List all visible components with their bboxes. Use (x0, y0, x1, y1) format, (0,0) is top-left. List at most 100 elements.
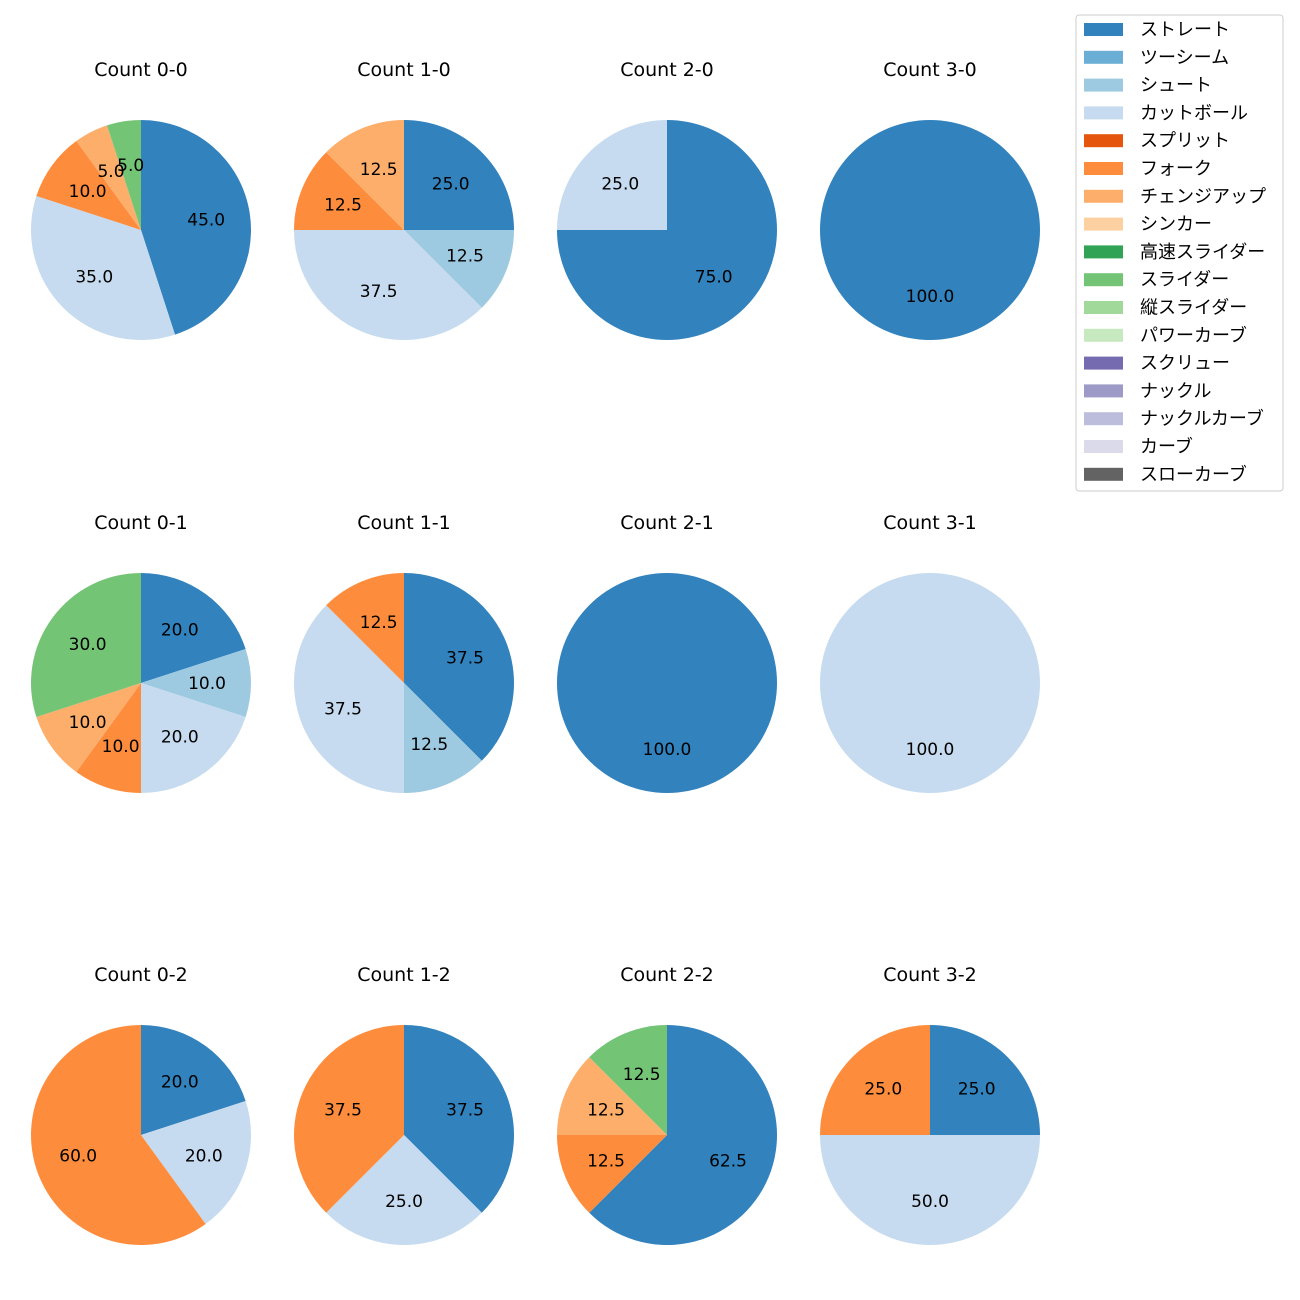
slice-value-label: 37.5 (446, 649, 484, 669)
slice-value-label: 12.5 (623, 1065, 661, 1085)
pie-slice (141, 683, 246, 793)
pie-10: Count 1-2 37.5 25.0 37.5 (294, 964, 514, 1245)
slice-value-label: 60.0 (59, 1146, 97, 1166)
pie-slice (557, 573, 777, 793)
pie-3: Count 2-0 75.0 25.0 (557, 59, 777, 340)
pie-9: Count 0-2 20.0 20.0 60.0 (31, 964, 252, 1245)
slice-value-label: 10.0 (69, 713, 107, 733)
slice-value-label: 10.0 (188, 674, 226, 694)
pie-slice (36, 141, 141, 230)
slice-value-label: 12.5 (587, 1151, 625, 1171)
legend: ストレートツーシームシュートカットボールスプリットフォークチェンジアップシンカー… (1075, 14, 1284, 492)
slice-value-label: 12.5 (587, 1101, 625, 1121)
pie-slice (404, 1025, 514, 1213)
legend-label: カットボール (1140, 103, 1248, 124)
legend-label: 縦スライダー (1140, 298, 1247, 319)
legend-label: パワーカーブ (1140, 324, 1247, 346)
pie-slice (141, 572, 246, 683)
pie-slice (294, 152, 404, 230)
slice-value-label: 12.5 (324, 196, 362, 216)
slice-value-label: 20.0 (161, 727, 199, 747)
pie-slice (294, 605, 404, 793)
slice-value-label: 20.0 (161, 621, 199, 641)
pie-slice (141, 1025, 246, 1135)
legend-label: カーブ (1140, 436, 1193, 458)
slice-value-label: 30.0 (69, 635, 107, 655)
legend-label: スプリット (1140, 131, 1230, 152)
pie-title: Count 0-1 (94, 512, 188, 534)
slice-value-label: 35.0 (75, 268, 113, 288)
slice-value-label: 12.5 (410, 735, 448, 755)
legend-swatch (1084, 78, 1123, 92)
legend-label: ツーシーム (1140, 47, 1229, 68)
legend-swatch (1084, 440, 1123, 453)
legend-label: ナックルカーブ (1140, 408, 1264, 430)
slice-value-label: 5.0 (97, 162, 124, 182)
legend-label: スローカーブ (1140, 463, 1247, 485)
pie-11: Count 2-2 62.5 12.5 12.5 12.5 (557, 964, 778, 1246)
legend-swatch (1084, 106, 1123, 120)
pie-slice (326, 1135, 482, 1245)
legend-label: シュート (1140, 75, 1212, 96)
pie-slice (107, 120, 141, 230)
slice-value-label: 100.0 (643, 740, 692, 760)
pie-slice (820, 1135, 1040, 1245)
pie-slice (820, 573, 1040, 793)
pie-slice (404, 120, 514, 230)
legend-label: フォーク (1140, 159, 1212, 180)
pie-2: Count 1-0 25.0 12.5 37.5 12.5 12.5 (294, 59, 514, 340)
pie-title: Count 2-1 (620, 512, 714, 534)
slice-value-label: 100.0 (906, 740, 955, 760)
pie-slice (326, 120, 404, 230)
pie-7: Count 2-1 100.0 (557, 512, 777, 793)
pie-title: Count 1-0 (357, 59, 451, 81)
pie-slice (404, 683, 482, 793)
legend-swatch (1084, 467, 1123, 481)
legend-label: シンカー (1140, 214, 1212, 235)
pie-slice (141, 120, 252, 335)
pie-slice (294, 1025, 404, 1213)
legend-label: 高速スライダー (1140, 242, 1265, 263)
pie-title: Count 2-2 (620, 964, 714, 986)
pie-6: Count 1-1 37.5 12.5 37.5 12.5 (294, 512, 514, 793)
pie-title: Count 0-0 (94, 59, 188, 81)
pie-title: Count 3-0 (883, 59, 977, 81)
pie-slice (141, 1101, 252, 1224)
slice-value-label: 37.5 (446, 1101, 484, 1121)
slice-value-label: 25.0 (432, 174, 470, 194)
slice-value-label: 100.0 (906, 287, 955, 307)
slice-value-label: 62.5 (709, 1151, 747, 1171)
slice-value-label: 37.5 (324, 699, 362, 719)
slice-value-label: 50.0 (911, 1192, 949, 1212)
pie-slice (589, 1025, 778, 1246)
legend-swatch (1084, 134, 1123, 148)
slice-value-label: 25.0 (864, 1079, 902, 1099)
pie-12: Count 3-2 25.0 50.0 25.0 (820, 964, 1040, 1245)
pie-title: Count 2-0 (620, 59, 714, 81)
pie-slice (36, 683, 141, 772)
pie-slice (31, 1025, 206, 1245)
pie-title: Count 1-1 (357, 512, 451, 534)
pie-slice (404, 230, 514, 308)
legend-swatch (1084, 356, 1123, 370)
legend-swatch (1084, 50, 1123, 64)
pie-slice (404, 573, 514, 761)
slice-value-label: 10.0 (69, 182, 107, 202)
pie-slice (930, 1025, 1040, 1135)
legend-label: ストレート (1140, 20, 1230, 41)
legend-swatch (1084, 23, 1123, 36)
pie-slice (557, 1057, 667, 1135)
slice-value-label: 12.5 (446, 246, 484, 266)
legend-swatch (1084, 301, 1123, 314)
legend-label: スクリュー (1140, 353, 1230, 374)
pie-8: Count 3-1 100.0 (820, 512, 1040, 793)
legend-swatch (1084, 189, 1123, 203)
pie-title: Count 0-2 (94, 964, 188, 986)
legend-swatch (1084, 273, 1123, 287)
pie-slice (30, 572, 141, 717)
pie-slice (76, 683, 141, 793)
slice-value-label: 10.0 (102, 737, 140, 757)
pie-slice (820, 1025, 930, 1135)
